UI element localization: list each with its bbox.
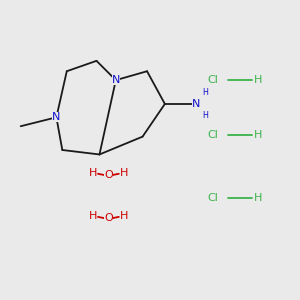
Text: H: H — [89, 211, 97, 221]
Text: H: H — [254, 193, 263, 202]
Text: N: N — [52, 112, 61, 122]
Text: H: H — [254, 130, 263, 140]
Text: H: H — [202, 88, 208, 97]
Text: H: H — [254, 75, 263, 85]
Text: H: H — [120, 168, 128, 178]
Text: N: N — [192, 99, 200, 109]
Text: H: H — [120, 211, 128, 221]
Text: O: O — [104, 213, 113, 224]
Text: O: O — [104, 170, 113, 180]
Text: H: H — [89, 168, 97, 178]
Text: H: H — [202, 111, 208, 120]
Text: Cl: Cl — [207, 193, 218, 202]
Text: Cl: Cl — [207, 75, 218, 85]
Text: N: N — [112, 75, 120, 85]
Text: Cl: Cl — [207, 130, 218, 140]
